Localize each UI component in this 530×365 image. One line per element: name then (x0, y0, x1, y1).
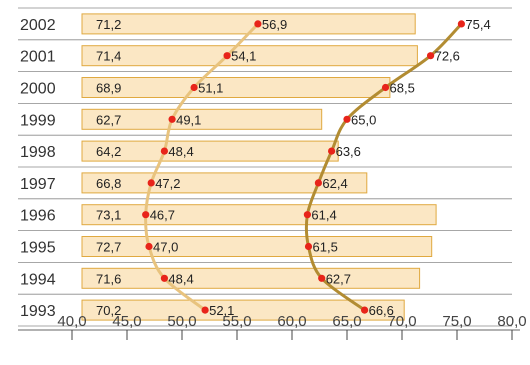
series-2-point (328, 147, 336, 155)
year-label: 2000 (20, 81, 56, 98)
x-tick-label: 45,0 (112, 313, 141, 330)
bar-labels: 71,2 71,4 68,9 62,7 64,2 66,8 73,1 72,7 71,6 70,2 (96, 17, 121, 318)
year-label: 2002 (20, 17, 56, 34)
year-label: 1996 (20, 208, 56, 225)
bar (81, 267, 421, 289)
series-1-value-label: 49,1 (176, 112, 201, 127)
series-1-point (160, 274, 168, 282)
series-1-point (145, 242, 153, 251)
x-tick-label: 65,0 (332, 313, 361, 330)
series-1-point (201, 306, 209, 314)
series-2-value-label: 62,4 (322, 176, 347, 191)
series-2-value-label: 75,4 (465, 17, 490, 32)
series-2-value-label: 61,5 (313, 240, 338, 255)
bar (81, 45, 418, 67)
series-2-point (304, 242, 313, 251)
series-2-value-label: 61,4 (311, 208, 336, 223)
series-2-point (457, 20, 465, 28)
series-1-value-label: 52,1 (209, 303, 234, 318)
series-2-point (318, 274, 326, 282)
series-2-point (314, 179, 322, 187)
bar (81, 13, 416, 35)
bar (81, 299, 405, 321)
series-1-point (160, 147, 168, 155)
series-1-value-label: 54,1 (231, 49, 256, 64)
series-2-value-label: 65,0 (351, 112, 376, 127)
series-2-value-label: 66,6 (369, 303, 394, 318)
series-2-value-label: 72,6 (435, 49, 460, 64)
x-tick-label: 80,0 (497, 313, 526, 330)
series-2-line (304, 22, 463, 312)
bars (81, 13, 437, 321)
series-1-value-label: 47,0 (153, 240, 178, 255)
series-1-point (254, 20, 262, 28)
bar-value-label: 66,8 (96, 176, 121, 191)
series-2-point (343, 115, 351, 123)
series-lines (144, 22, 463, 312)
year-label: 2001 (20, 49, 56, 66)
year-labels: 2002 2001 2000 1999 1998 1997 1996 1995 1994 1993 (20, 17, 56, 320)
year-label: 1995 (20, 240, 56, 257)
bar-value-label: 68,9 (96, 81, 121, 96)
year-label: 1994 (20, 271, 56, 288)
series-1-value-label: 48,4 (168, 144, 193, 159)
series-1-value-label: 56,9 (262, 17, 287, 32)
series-1-line (144, 22, 260, 312)
series-1-value-label: 46,7 (150, 208, 175, 223)
series-1-point (142, 211, 150, 219)
row-separators (18, 7, 512, 327)
bar-value-label: 62,7 (96, 112, 121, 127)
bar-value-label: 73,1 (96, 208, 121, 223)
year-label: 1999 (20, 112, 56, 129)
point-labels: 56,9 54,1 51,1 49,1 48,4 47,2 46,7 47,0 48,4 52,1… (150, 17, 491, 318)
series-2-point (303, 211, 311, 219)
year-label: 1993 (20, 303, 56, 320)
series-2-value-label: 62,7 (326, 271, 351, 286)
x-tick-label: 75,0 (442, 313, 471, 330)
bar (81, 204, 437, 226)
series-1-point (223, 52, 231, 60)
series-1-point (168, 115, 176, 123)
series-2-value-label: 63,6 (336, 144, 361, 159)
bar-value-label: 71,2 (96, 17, 121, 32)
bar (81, 77, 391, 98)
series-2-value-label: 68,5 (390, 81, 415, 96)
series-points (142, 20, 465, 314)
series-2-point (427, 52, 435, 60)
x-tick-label: 70,0 (387, 313, 416, 330)
series-1-value-label: 51,1 (198, 81, 223, 96)
series-2-point (381, 83, 390, 92)
x-axis: 40,0 45,0 50,0 55,0 60,0 65,0 70,0 75,0 80,0 (18, 313, 527, 340)
series-1-point (190, 83, 198, 92)
bar-value-label: 72,7 (96, 240, 121, 255)
bar (81, 140, 339, 162)
series-2-point (361, 306, 369, 314)
x-tick-label: 40,0 (57, 313, 86, 330)
year-label: 1998 (20, 144, 56, 161)
series-1-value-label: 48,4 (168, 271, 193, 286)
year-label: 1997 (20, 176, 56, 193)
bar (81, 236, 433, 257)
bar (81, 108, 323, 130)
bar-value-label: 71,4 (96, 49, 121, 64)
bar-value-label: 71,6 (96, 271, 121, 286)
series-1-value-label: 47,2 (155, 176, 180, 191)
x-tick-label: 60,0 (277, 313, 306, 330)
bar-value-label: 70,2 (96, 303, 121, 318)
x-tick-label: 55,0 (222, 313, 251, 330)
x-tick-label: 50,0 (167, 313, 196, 330)
bar-value-label: 64,2 (96, 144, 121, 159)
series-1-point (147, 179, 155, 187)
